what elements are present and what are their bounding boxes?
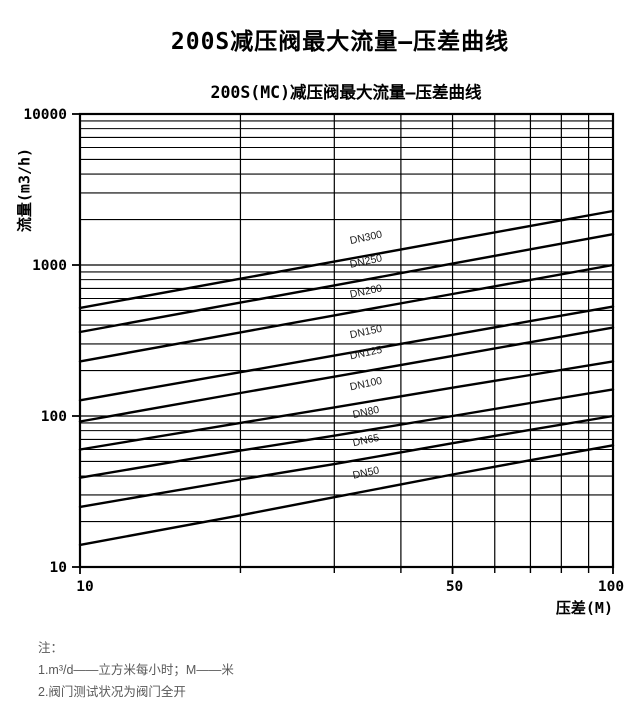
footnote-line-1: 1.m³/d——立方米每小时；M——米 [38, 663, 234, 677]
curve-dn80 [78, 388, 615, 479]
x-axis-label: 压差(M) [555, 599, 613, 617]
curve-label-dn125: DN125 [349, 344, 384, 363]
curve-dn125 [78, 326, 615, 423]
x-tick-label-50: 50 [446, 579, 463, 595]
curve-dn250 [78, 233, 615, 334]
curve-dn300 [78, 209, 615, 310]
curve-label-dn100: DN100 [349, 375, 384, 394]
curve-label-dn65: DN65 [352, 432, 381, 449]
footnote-heading: 注： [38, 641, 64, 655]
curve-label-dn80: DN80 [352, 404, 381, 421]
plot-border [78, 112, 615, 569]
footnote-line-2: 2.阀门测试状况为阀门全开 [38, 685, 186, 699]
curve-dn65 [78, 414, 615, 509]
curve-label-dn300: DN300 [349, 229, 384, 248]
x-tick-label-10: 10 [76, 579, 93, 595]
footnotes: 注： 1.m³/d——立方米每小时；M——米 2.阀门测试状况为阀门全开 [38, 637, 234, 703]
curve-dn150 [78, 305, 615, 402]
y-tick-label-1000: 1000 [32, 258, 67, 274]
y-tick-label-10000: 10000 [23, 107, 67, 123]
curve-label-dn50: DN50 [352, 464, 381, 481]
x-tick-label-100: 100 [598, 579, 624, 595]
chart-title: 200S(MC)减压阀最大流量—压差曲线 [210, 83, 482, 102]
curve-dn200 [78, 263, 615, 363]
curve-dn50 [78, 444, 615, 547]
page-title: 200S减压阀最大流量—压差曲线 [170, 29, 510, 55]
y-tick-label-10: 10 [50, 560, 67, 576]
curve-label-dn250: DN250 [349, 252, 384, 271]
curve-dn100 [78, 360, 615, 451]
y-tick-label-100: 100 [41, 409, 67, 425]
